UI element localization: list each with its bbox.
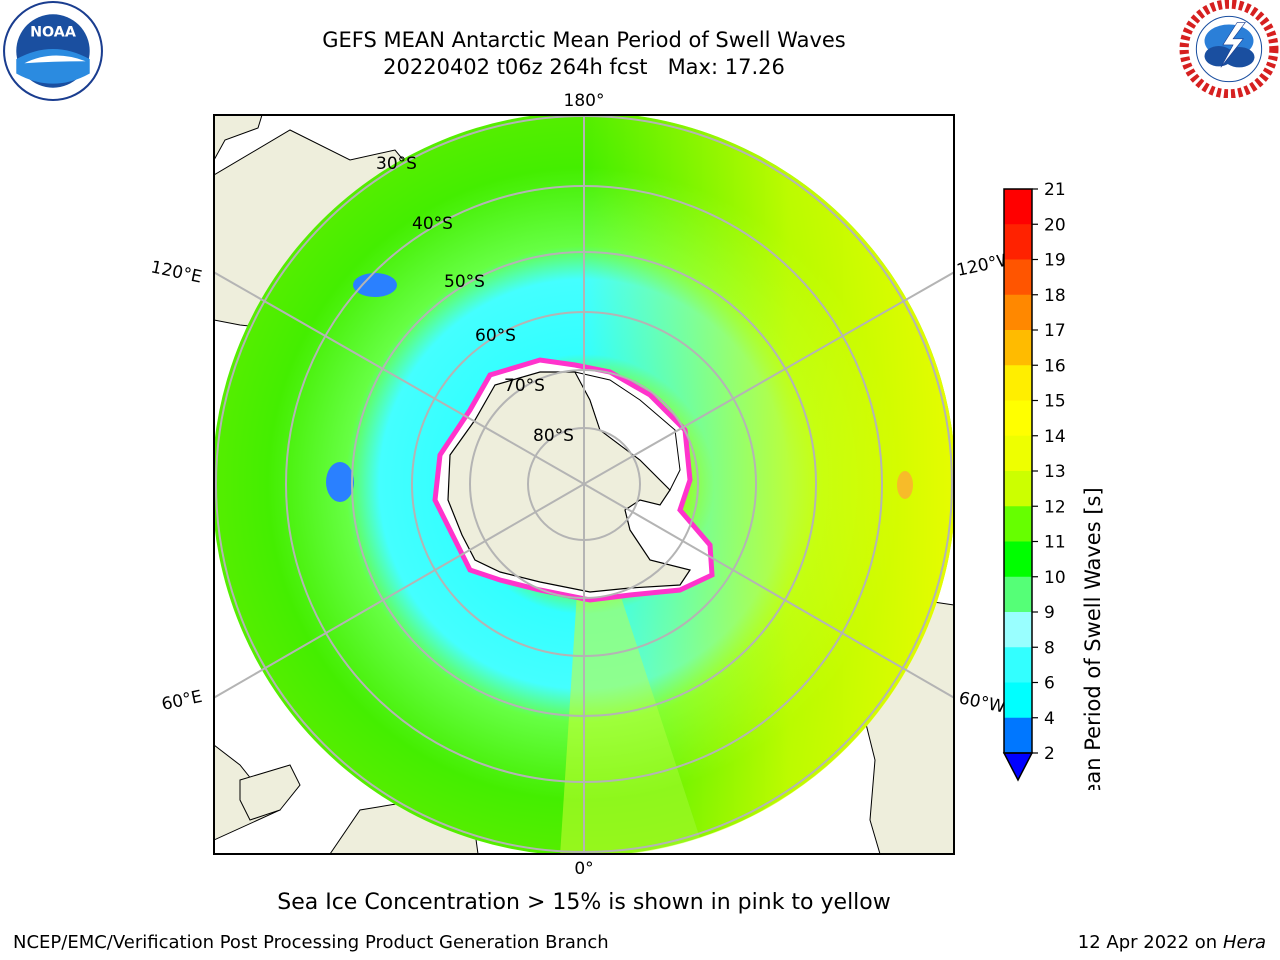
colorbar-tick-label: 8 <box>1044 638 1055 658</box>
lat-label-30s: 30°S <box>376 154 417 174</box>
ross-ice-shelf <box>574 371 681 491</box>
land-top-left <box>214 115 263 161</box>
colorbar-block <box>1004 224 1032 260</box>
lon-label-60e: 60°E <box>160 687 204 715</box>
colorbar-tick-label: 11 <box>1044 533 1066 553</box>
colorbar-tick-label: 2 <box>1044 744 1055 764</box>
colorbar-ticks: 21 20 19 18 17 16 15 14 13 12 11 10 9 8 6 4 2 <box>1032 180 1066 764</box>
meridian-60w <box>583 483 954 699</box>
colorbar-tick-label: 15 <box>1044 392 1066 412</box>
map-frame <box>213 114 955 855</box>
lat-label-40s: 40°S <box>412 214 453 234</box>
nws-logo <box>1179 0 1279 98</box>
lat-label-50s: 50°S <box>444 272 485 292</box>
colorbar-block <box>1004 576 1032 613</box>
lat-label-70s: 70°S <box>504 376 545 396</box>
colorbar-tick-label: 4 <box>1044 709 1055 729</box>
short-period-patch <box>353 273 397 297</box>
lon-label-120e: 120°E <box>149 257 204 287</box>
short-period-patch <box>326 462 354 502</box>
colorbar-block <box>1004 612 1032 648</box>
lon-label-180: 180° <box>564 91 605 111</box>
colorbar-tick-label: 14 <box>1044 427 1066 447</box>
lon-label-0: 0° <box>574 859 593 879</box>
colorbar-tick-label: 9 <box>1044 603 1055 623</box>
footer-credit: NCEP/EMC/Verification Post Processing Pr… <box>13 932 609 953</box>
meridian-120w <box>583 271 954 485</box>
colorbar-tick-label: 20 <box>1044 215 1066 235</box>
long-period-patch <box>897 471 913 499</box>
colorbar-tick-label: 12 <box>1044 497 1066 517</box>
colorbar-tick-label: 17 <box>1044 321 1066 341</box>
colorbar-blocks <box>1002 188 1034 782</box>
noaa-logo: NOAA <box>3 1 103 101</box>
graticule <box>214 115 954 854</box>
meridian-60e <box>214 483 585 699</box>
colorbar-block <box>1004 365 1032 401</box>
colorbar-block <box>1004 717 1032 754</box>
colorbar-tick-label: 13 <box>1044 462 1066 482</box>
colorbar-tick-label: 10 <box>1044 568 1066 588</box>
colorbar-block <box>1004 330 1032 366</box>
lat-label-80s: 80°S <box>533 426 574 446</box>
colorbar-tick-label: 19 <box>1044 251 1066 271</box>
colorbar-block <box>1004 435 1032 472</box>
land-madagascar <box>239 764 301 821</box>
footer-date-text: 12 Apr 2022 on <box>1077 932 1223 953</box>
colorbar-block <box>1004 471 1032 507</box>
colorbar-tick-label: 21 <box>1044 180 1066 200</box>
colorbar-tick-label: 16 <box>1044 356 1066 376</box>
chart-title: GEFS MEAN Antarctic Mean Period of Swell… <box>322 28 846 52</box>
colorbar-block <box>1004 647 1032 683</box>
long-period-region <box>584 115 954 838</box>
noaa-logo-text: NOAA <box>30 25 76 41</box>
footer-date: 12 Apr 2022 on Hera <box>1078 932 1266 953</box>
colorbar-block <box>1004 189 1032 225</box>
colorbar-extend-min <box>1002 752 1034 782</box>
lat-label-60s: 60°S <box>475 326 516 346</box>
colorbar-block <box>1004 506 1032 542</box>
footer-host: Hera <box>1222 932 1266 953</box>
chart-subtitle: 20220402 t06z 264h fcst Max: 17.26 <box>383 55 785 79</box>
colorbar-block <box>1004 682 1032 719</box>
colorbar-block <box>1004 294 1032 331</box>
colorbar: 21 20 19 18 17 16 15 14 13 12 11 10 9 8 6 4 2 Mean Perio… <box>1002 180 1105 790</box>
colorbar-tick-label: 6 <box>1044 674 1055 694</box>
colorbar-block <box>1004 259 1032 296</box>
colorbar-block <box>1004 541 1032 578</box>
sea-ice-caption: Sea Ice Concentration > 15% is shown in … <box>277 890 891 915</box>
colorbar-label: Mean Period of Swell Waves [s] <box>1081 487 1105 790</box>
colorbar-block <box>1004 400 1032 437</box>
meridian-120e <box>214 271 585 485</box>
colorbar-tick-label: 18 <box>1044 286 1066 306</box>
